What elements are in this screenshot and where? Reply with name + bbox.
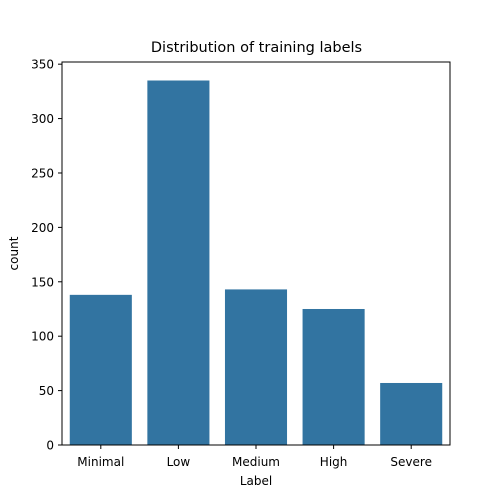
bar-low xyxy=(147,80,210,445)
x-tick-label: Severe xyxy=(390,455,432,469)
y-tick-label: 0 xyxy=(46,439,54,453)
chart-title: Distribution of training labels xyxy=(151,40,362,56)
x-axis-label: Label xyxy=(240,474,272,488)
bars-layer xyxy=(69,80,443,445)
bar-high xyxy=(302,308,365,445)
y-axis: 0 50 100 150 200 250 300 350 xyxy=(31,58,62,453)
y-tick-label: 150 xyxy=(31,275,54,289)
y-axis-label: count xyxy=(7,236,21,270)
y-tick-label: 250 xyxy=(31,166,54,180)
bar-medium xyxy=(224,289,288,445)
y-tick-label: 300 xyxy=(31,112,54,126)
y-tick-label: 200 xyxy=(31,221,54,235)
x-tick-label: Minimal xyxy=(77,455,124,469)
x-tick-label: Low xyxy=(167,455,191,469)
y-tick-label: 350 xyxy=(31,58,54,72)
bar-minimal xyxy=(69,294,132,445)
y-tick-label: 50 xyxy=(39,384,54,398)
plot-frame xyxy=(61,61,451,446)
x-tick-label: Medium xyxy=(232,455,280,469)
bar-severe xyxy=(380,382,443,445)
x-axis: Minimal Low Medium High Severe xyxy=(77,445,432,469)
y-tick-label: 100 xyxy=(31,330,54,344)
x-tick-label: High xyxy=(320,455,348,469)
